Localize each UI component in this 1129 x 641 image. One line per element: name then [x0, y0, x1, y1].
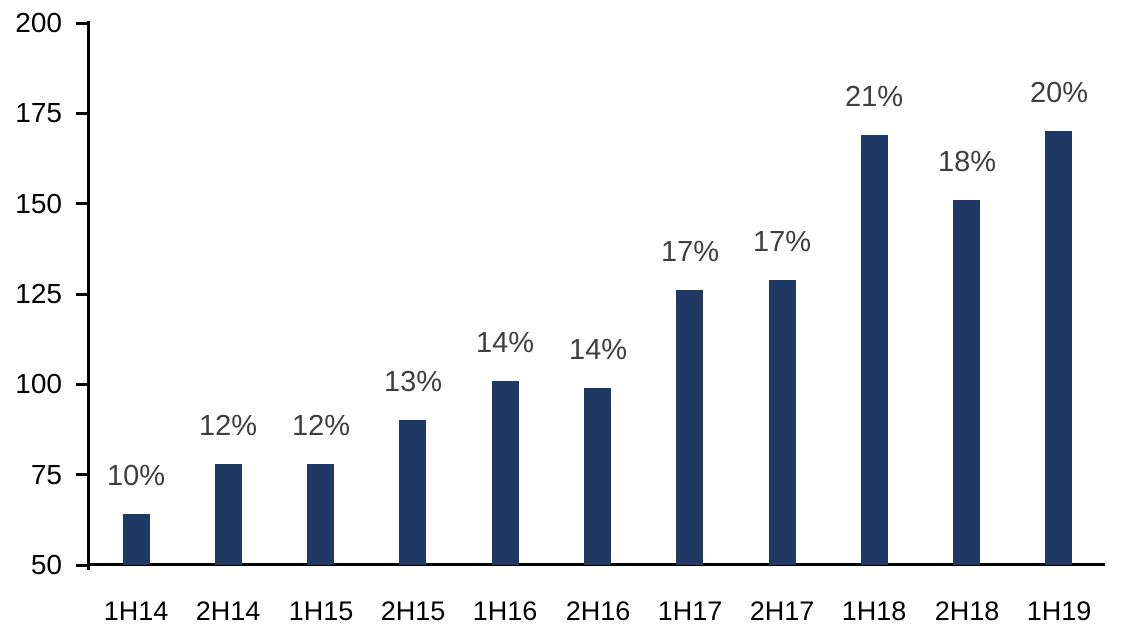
bar-value-label-1H19: 20%	[1029, 77, 1089, 109]
bar-2H15	[399, 420, 426, 565]
bar-1H17	[676, 290, 703, 565]
bar-1H14	[123, 514, 150, 565]
x-category-label-2H16: 2H16	[565, 596, 631, 626]
y-tick-label-100: 100	[15, 368, 62, 399]
bar-value-label-1H15: 12%	[291, 410, 351, 442]
y-tick-mark-100	[76, 383, 88, 386]
y-tick-mark-125	[76, 293, 88, 296]
y-tick-label-150: 150	[15, 188, 62, 219]
x-category-label-2H18: 2H18	[934, 596, 1000, 626]
bar-1H18	[861, 135, 888, 565]
bar-value-label-2H14: 12%	[198, 410, 258, 442]
bar-value-label-1H18: 21%	[844, 81, 904, 113]
x-category-label-1H16: 1H16	[472, 596, 538, 626]
bar-value-label-1H17: 17%	[660, 236, 720, 268]
bar-2H17	[769, 280, 796, 565]
y-tick-mark-175	[76, 112, 88, 115]
bar-value-label-2H18: 18%	[937, 146, 997, 178]
bar-value-label-2H16: 14%	[568, 334, 628, 366]
y-tick-mark-200	[76, 22, 88, 25]
y-axis-line	[87, 21, 90, 570]
x-category-label-2H17: 2H17	[749, 596, 815, 626]
y-tick-mark-50	[76, 564, 88, 567]
y-tick-label-175: 175	[15, 97, 62, 128]
bar-value-label-1H16: 14%	[475, 327, 535, 359]
x-category-label-2H14: 2H14	[195, 596, 261, 626]
bar-value-label-1H14: 10%	[106, 460, 166, 492]
x-category-label-1H14: 1H14	[103, 596, 169, 626]
y-tick-label-125: 125	[15, 278, 62, 309]
bar-1H19	[1045, 131, 1072, 565]
y-tick-label-50: 50	[30, 549, 62, 580]
x-category-label-1H18: 1H18	[841, 596, 907, 626]
x-category-label-2H15: 2H15	[380, 596, 446, 626]
bar-value-label-2H15: 13%	[383, 366, 443, 398]
bar-2H14	[215, 464, 242, 565]
x-category-label-1H19: 1H19	[1026, 596, 1092, 626]
bar-1H15	[307, 464, 334, 565]
bar-2H16	[584, 388, 611, 565]
y-tick-label-75: 75	[30, 459, 62, 490]
y-tick-mark-150	[76, 202, 88, 205]
bar-2H18	[953, 200, 980, 565]
x-category-label-1H17: 1H17	[657, 596, 723, 626]
x-category-label-1H15: 1H15	[288, 596, 354, 626]
y-tick-mark-75	[76, 473, 88, 476]
bar-1H16	[492, 381, 519, 565]
bar-value-label-2H17: 17%	[752, 226, 812, 258]
y-tick-label-200: 200	[15, 7, 62, 38]
